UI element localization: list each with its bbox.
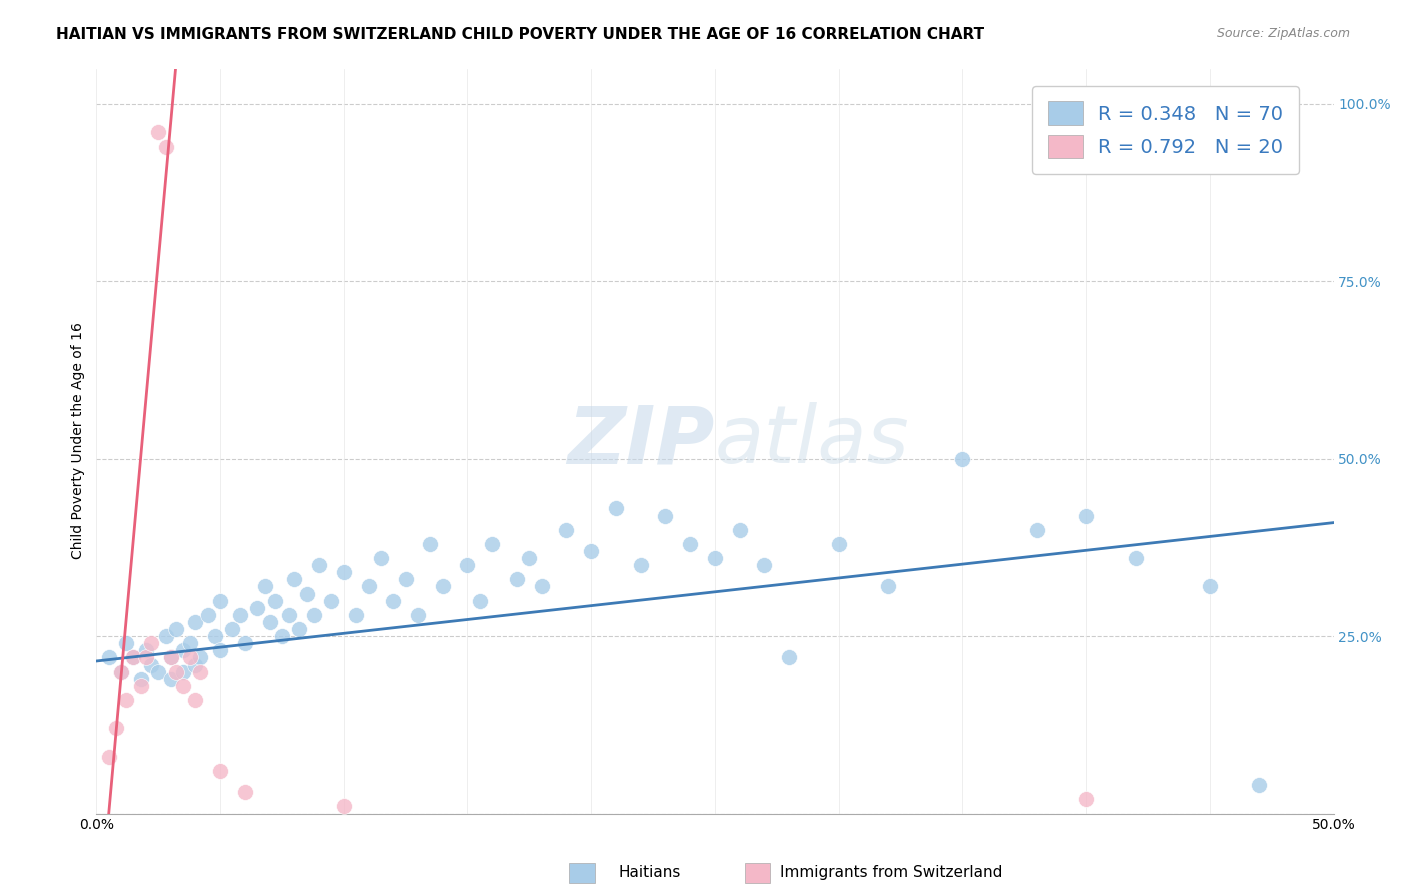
Point: [129, 679, 152, 693]
Point: [122, 650, 145, 665]
Point: [1125, 551, 1147, 566]
Point: [530, 579, 553, 593]
Text: HAITIAN VS IMMIGRANTS FROM SWITZERLAND CHILD POVERTY UNDER THE AGE OF 16 CORRELA: HAITIAN VS IMMIGRANTS FROM SWITZERLAND C…: [56, 27, 984, 42]
Point: [105, 722, 128, 736]
Point: [179, 636, 201, 650]
Point: [197, 607, 219, 622]
Point: [148, 665, 170, 679]
Point: [278, 607, 301, 622]
Point: [159, 650, 181, 665]
Point: [97, 749, 120, 764]
Text: Source: ZipAtlas.com: Source: ZipAtlas.com: [1216, 27, 1350, 40]
Point: [295, 586, 318, 600]
Point: [172, 665, 194, 679]
Point: [148, 125, 170, 139]
Point: [155, 139, 177, 153]
Point: [165, 665, 187, 679]
Point: [110, 665, 132, 679]
Point: [159, 672, 181, 686]
Point: [204, 629, 226, 643]
Point: [1249, 778, 1271, 792]
Point: [253, 579, 276, 593]
Point: [155, 629, 177, 643]
Text: ZIP: ZIP: [568, 402, 714, 480]
Point: [778, 650, 800, 665]
Point: [188, 650, 211, 665]
Point: [259, 615, 281, 629]
Point: [344, 607, 367, 622]
Point: [579, 544, 602, 558]
Point: [333, 799, 356, 814]
Point: [321, 593, 343, 607]
Point: [165, 622, 187, 636]
Point: [827, 537, 849, 551]
Point: [457, 558, 479, 573]
Point: [233, 785, 256, 799]
Point: [506, 573, 529, 587]
Point: [950, 451, 973, 466]
Point: [481, 537, 503, 551]
Point: [1074, 792, 1097, 806]
Point: [184, 657, 207, 672]
Point: [395, 573, 418, 587]
Point: [221, 622, 243, 636]
Point: [97, 650, 120, 665]
Point: [233, 636, 256, 650]
Point: [139, 636, 162, 650]
Point: [110, 665, 132, 679]
Point: [135, 650, 157, 665]
Point: [115, 693, 138, 707]
Point: [1074, 508, 1097, 523]
Point: [555, 523, 578, 537]
Point: [1198, 579, 1220, 593]
Point: [283, 573, 305, 587]
Point: [468, 593, 491, 607]
Point: [517, 551, 540, 566]
Point: [333, 566, 356, 580]
Point: [135, 643, 157, 657]
Point: [209, 593, 232, 607]
Point: [139, 657, 162, 672]
Point: [288, 622, 311, 636]
Point: [209, 764, 232, 778]
Point: [357, 579, 380, 593]
Point: [179, 650, 201, 665]
Point: [432, 579, 454, 593]
Point: [605, 501, 627, 516]
Point: [172, 679, 194, 693]
Text: Haitians: Haitians: [619, 865, 681, 880]
Text: Immigrants from Switzerland: Immigrants from Switzerland: [780, 865, 1002, 880]
Point: [184, 615, 207, 629]
Point: [630, 558, 652, 573]
Point: [419, 537, 441, 551]
Point: [229, 607, 252, 622]
Point: [246, 600, 269, 615]
Point: [129, 672, 152, 686]
Point: [184, 693, 207, 707]
Point: [877, 579, 900, 593]
Point: [263, 593, 285, 607]
Legend: R = 0.348   N = 70, R = 0.792   N = 20: R = 0.348 N = 70, R = 0.792 N = 20: [1032, 86, 1299, 174]
Point: [188, 665, 211, 679]
Y-axis label: Child Poverty Under the Age of 16: Child Poverty Under the Age of 16: [72, 323, 86, 559]
Point: [370, 551, 392, 566]
Point: [406, 607, 429, 622]
Point: [209, 643, 232, 657]
Point: [654, 508, 676, 523]
Point: [308, 558, 330, 573]
Point: [754, 558, 776, 573]
Point: [728, 523, 751, 537]
Point: [382, 593, 405, 607]
Point: [679, 537, 702, 551]
Point: [115, 636, 138, 650]
Point: [1025, 523, 1047, 537]
Point: [302, 607, 325, 622]
Point: [122, 650, 145, 665]
Point: [271, 629, 294, 643]
Point: [703, 551, 725, 566]
Point: [172, 643, 194, 657]
Text: atlas: atlas: [714, 402, 910, 480]
Point: [159, 650, 181, 665]
